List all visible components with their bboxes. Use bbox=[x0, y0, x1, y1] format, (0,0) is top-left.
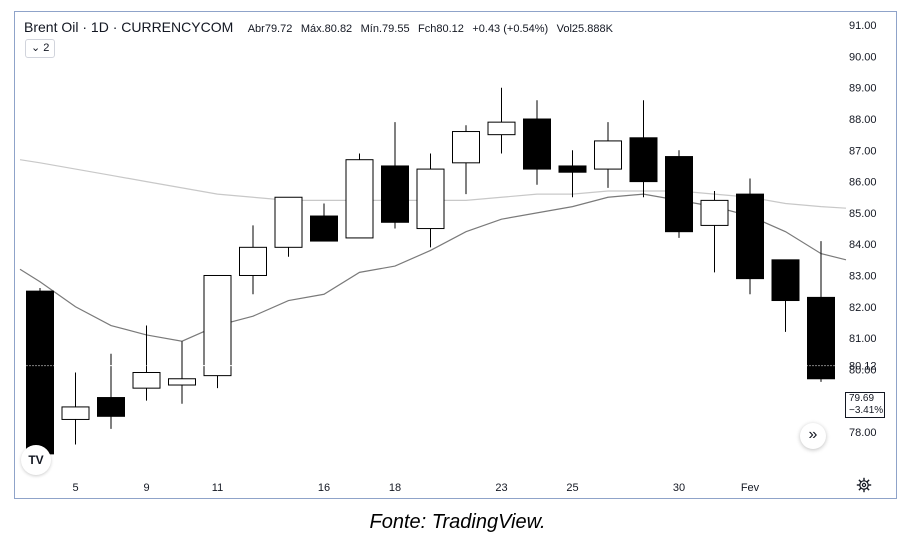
candle-body bbox=[736, 193, 764, 280]
price-tick-label: 78.00 bbox=[849, 427, 877, 439]
scroll-to-realtime-button[interactable]: » bbox=[800, 423, 826, 449]
candle-body bbox=[61, 406, 90, 420]
price-tick-label: 88.00 bbox=[849, 114, 877, 126]
time-tick-label: 25 bbox=[566, 482, 578, 494]
volume-value: Vol25.888K bbox=[556, 23, 613, 35]
candle bbox=[807, 241, 835, 382]
candle-body bbox=[665, 156, 693, 233]
candle-body bbox=[239, 246, 267, 276]
candle bbox=[381, 122, 409, 229]
chart-frame: 78.0079.0080.0081.0082.0083.0084.0085.00… bbox=[14, 11, 897, 499]
price-tick-label: 85.00 bbox=[849, 208, 877, 220]
candle-body bbox=[97, 397, 125, 417]
candle-body bbox=[594, 140, 622, 170]
candle bbox=[487, 87, 516, 154]
candle-body bbox=[452, 131, 480, 164]
candle bbox=[736, 178, 764, 295]
candle bbox=[594, 122, 622, 188]
time-axis: 5 9 11 16 18 23 25 30 Fev bbox=[72, 482, 759, 494]
tradingview-logo[interactable]: TV bbox=[21, 445, 51, 475]
price-tick-label: 90.00 bbox=[849, 51, 877, 63]
time-tick-label: Fev bbox=[741, 482, 760, 494]
price-tick-label: 91.00 bbox=[849, 20, 877, 32]
candle bbox=[416, 153, 445, 248]
candle-body bbox=[26, 290, 54, 455]
last-price-change: −3.41% bbox=[849, 405, 884, 416]
candle bbox=[26, 288, 54, 455]
candle bbox=[700, 190, 729, 273]
candle-body bbox=[487, 121, 516, 136]
candle-body bbox=[381, 165, 409, 223]
candle-body bbox=[310, 215, 338, 242]
candle bbox=[452, 125, 480, 195]
price-tick-label: 84.00 bbox=[849, 239, 877, 251]
price-tick-label: 87.00 bbox=[849, 145, 877, 157]
candle-body bbox=[523, 118, 551, 170]
price-tick-label: 81.00 bbox=[849, 333, 877, 345]
open-value: Abr79.72 bbox=[247, 23, 293, 35]
time-tick-label: 16 bbox=[318, 482, 330, 494]
candle bbox=[771, 259, 800, 332]
candle bbox=[97, 353, 125, 429]
candle bbox=[61, 372, 90, 445]
last-price-label: 79.69 −3.41% bbox=[845, 392, 885, 418]
candle bbox=[168, 341, 196, 404]
candle bbox=[239, 225, 267, 295]
settings-gear-icon[interactable] bbox=[856, 477, 872, 493]
price-tick-label: 86.00 bbox=[849, 177, 877, 189]
candle bbox=[665, 150, 693, 238]
chart-header: Brent Oil · 1D · CURRENCYCOM Abr79.72 Má… bbox=[24, 19, 613, 37]
candle bbox=[274, 196, 303, 257]
candle bbox=[203, 274, 232, 389]
candle bbox=[345, 153, 374, 239]
low-value: Mín.79.55 bbox=[360, 23, 410, 35]
close-value: Fch80.12 bbox=[418, 23, 464, 35]
high-value: Máx.80.82 bbox=[300, 23, 353, 35]
candle bbox=[132, 325, 161, 401]
symbol-title[interactable]: Brent Oil · 1D · CURRENCYCOM bbox=[24, 19, 234, 35]
last-price-value: 79.69 bbox=[849, 393, 875, 404]
indicator-toggle-button[interactable]: ⌄ 2 bbox=[25, 39, 56, 58]
candle bbox=[629, 100, 658, 198]
time-tick-label: 11 bbox=[212, 482, 223, 494]
candle bbox=[558, 150, 587, 198]
time-tick-label: 18 bbox=[389, 482, 401, 494]
candle-body bbox=[345, 159, 374, 239]
candles bbox=[26, 87, 835, 455]
change-value: +0.43 (+0.54%) bbox=[472, 23, 549, 35]
candle-body bbox=[168, 378, 196, 386]
price-marker-label: 80.12 bbox=[849, 361, 877, 373]
candle-body bbox=[700, 199, 729, 226]
time-tick-label: 30 bbox=[673, 482, 685, 494]
candle-body bbox=[558, 165, 587, 173]
price-tick-label: 82.00 bbox=[849, 302, 877, 314]
candle-body bbox=[629, 137, 658, 183]
price-tick-label: 80.00 bbox=[849, 364, 877, 376]
time-tick-label: 23 bbox=[495, 482, 507, 494]
candle-body bbox=[771, 259, 800, 302]
chart-canvas[interactable]: 78.0079.0080.0081.0082.0083.0084.0085.00… bbox=[15, 12, 896, 498]
candle-body bbox=[274, 196, 303, 248]
candle bbox=[523, 100, 551, 185]
candle-body bbox=[416, 168, 445, 230]
figure-caption: Fonte: TradingView. bbox=[369, 511, 546, 533]
time-tick-label: 5 bbox=[72, 482, 78, 494]
price-axis: 78.0079.0080.0081.0082.0083.0084.0085.00… bbox=[849, 20, 877, 439]
price-tick-label: 83.00 bbox=[849, 270, 877, 282]
time-tick-label: 9 bbox=[143, 482, 149, 494]
candle-body bbox=[203, 274, 232, 377]
candle-body bbox=[132, 372, 161, 389]
candle bbox=[310, 203, 338, 242]
price-tick-label: 89.00 bbox=[849, 83, 877, 95]
candle-body bbox=[807, 296, 835, 380]
